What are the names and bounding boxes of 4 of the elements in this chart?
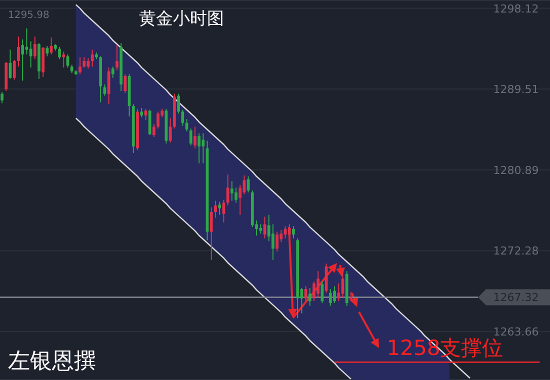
annotation: 1258支撑位: [386, 336, 504, 360]
title: 黄金小时图: [139, 9, 224, 29]
annotation: 左银恩撰: [8, 349, 96, 374]
annotation: 1295.98: [8, 10, 50, 21]
